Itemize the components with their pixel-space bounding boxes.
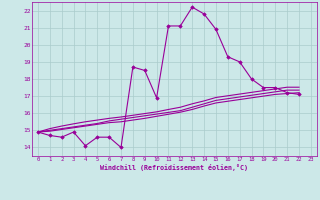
X-axis label: Windchill (Refroidissement éolien,°C): Windchill (Refroidissement éolien,°C) — [100, 164, 248, 171]
